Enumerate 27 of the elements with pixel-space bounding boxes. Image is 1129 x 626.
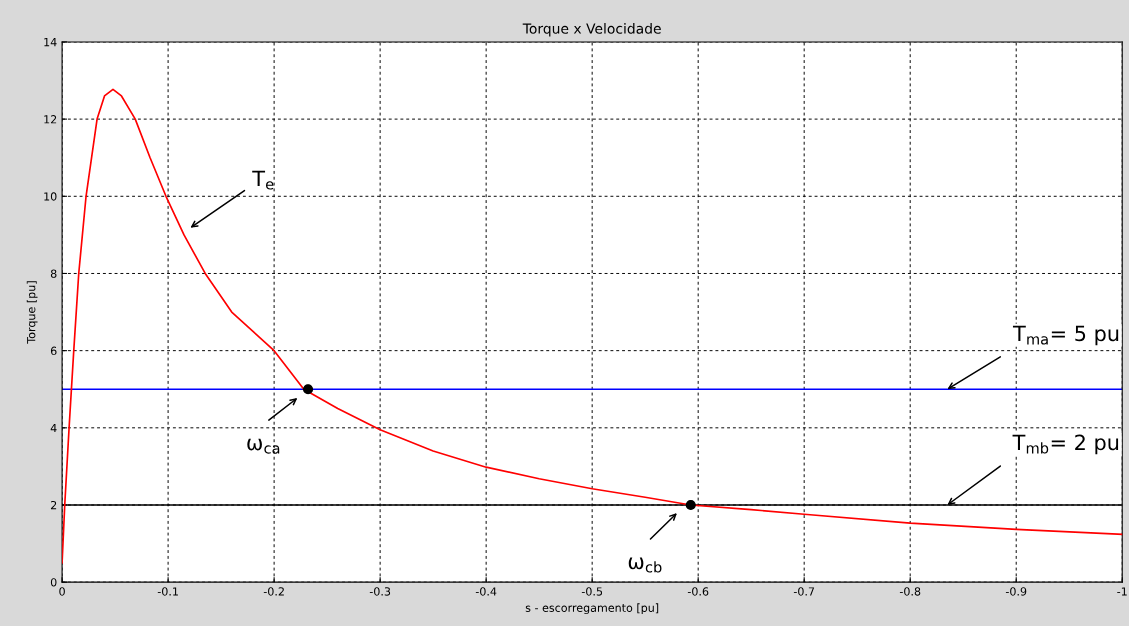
y-tick-label: 4 [50,423,57,433]
x-tick-label: -0.9 [1005,587,1027,596]
x-tick-label: -0.3 [369,587,391,596]
y-tick-label: 12 [44,115,57,124]
annotation: ω$_{cb}$ [628,557,662,573]
y-tick-label: 0 [50,578,57,587]
x-axis-title: s - escorregamento [pu] [525,603,659,615]
y-tick-label: 2 [50,500,57,510]
x-tick-label: 0 [59,587,65,596]
x-tick-label: -0.7 [793,587,815,596]
x-tick-label: -0.8 [899,587,921,596]
ref-line-label: T$_{ma}$= 5 pu [1012,325,1119,346]
y-tick-label: 10 [44,192,57,201]
ref-line-label: T$_{mb}$= 2 pu [1012,434,1119,455]
x-tick-label: -0.4 [475,587,497,596]
x-tick-label: -0.2 [263,587,284,596]
x-tick-label: -0.1 [157,587,178,596]
x-tick-label: -1 [1117,587,1127,596]
y-tick-label: 14 [44,38,57,47]
y-axis-title: Torque [pu] [26,281,38,344]
y-tick-label: 6 [50,346,57,356]
x-tick-label: -0.5 [581,587,603,596]
annotation: T$_{e}$ [252,170,274,190]
chart-title: Torque x Velocidade [522,23,661,37]
annotation: ω$_{ca}$ [247,438,280,454]
x-tick-label: -0.6 [687,587,709,596]
y-tick-label: 8 [50,269,57,278]
